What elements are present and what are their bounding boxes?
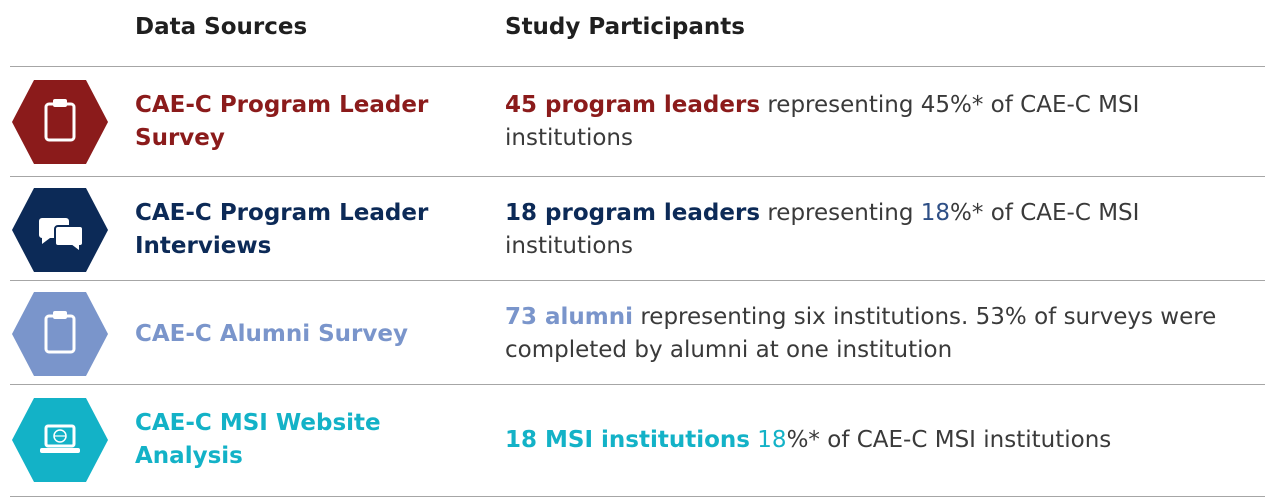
source-name: CAE-C Alumni Survey (135, 320, 408, 347)
source-name: CAE-C Program Leader Survey (135, 92, 437, 151)
table-row: CAE-C MSI Website Analysis 18 MSI instit… (0, 388, 1275, 492)
participants-count: 73 alumni (505, 304, 634, 330)
interview-icon (12, 188, 108, 272)
separator (10, 66, 1265, 67)
separator (10, 280, 1265, 281)
separator (10, 176, 1265, 177)
participants-count: 45 program leaders (505, 92, 761, 118)
column-header: Data Sources (135, 14, 308, 40)
source-name: CAE-C MSI Website Analysis (135, 410, 389, 469)
survey-icon (12, 292, 108, 376)
participants: 18 program leaders representing 18%* of … (505, 178, 1265, 282)
separator (10, 496, 1265, 497)
participants-text: representing 45%* of CAE-C MSI instituti… (505, 92, 1147, 151)
participants-count: 18 MSI institutions (505, 426, 750, 453)
source-name: CAE-C Program Leader Interviews (135, 200, 437, 259)
participants: 73 alumni representing six institutions.… (505, 282, 1265, 386)
participants-text: representing six institutions. 53% of su… (505, 304, 1224, 363)
participants: 18 MSI institutions 18%* of CAE-C MSI in… (505, 388, 1265, 492)
column-header: Study Participants (505, 14, 745, 40)
table-row: CAE-C Alumni Survey 73 alumni representi… (0, 282, 1275, 386)
participants-count: 18 program leaders (505, 200, 761, 226)
participants-text: representing (760, 200, 921, 226)
participants-text: %* of CAE-C MSI institutions (505, 200, 1147, 259)
website-icon (12, 398, 108, 482)
survey-icon (12, 80, 108, 164)
separator (10, 384, 1265, 385)
participants-percent: 18 (920, 200, 951, 226)
table-row: CAE-C Program Leader Survey 45 program l… (0, 70, 1275, 174)
participants-percent: 18 (757, 426, 787, 453)
participants: 45 program leaders representing 45%* of … (505, 70, 1265, 174)
participants-text: %* of CAE-C MSI institutions (786, 426, 1112, 453)
table-row: CAE-C Program Leader Interviews 18 progr… (0, 178, 1275, 282)
